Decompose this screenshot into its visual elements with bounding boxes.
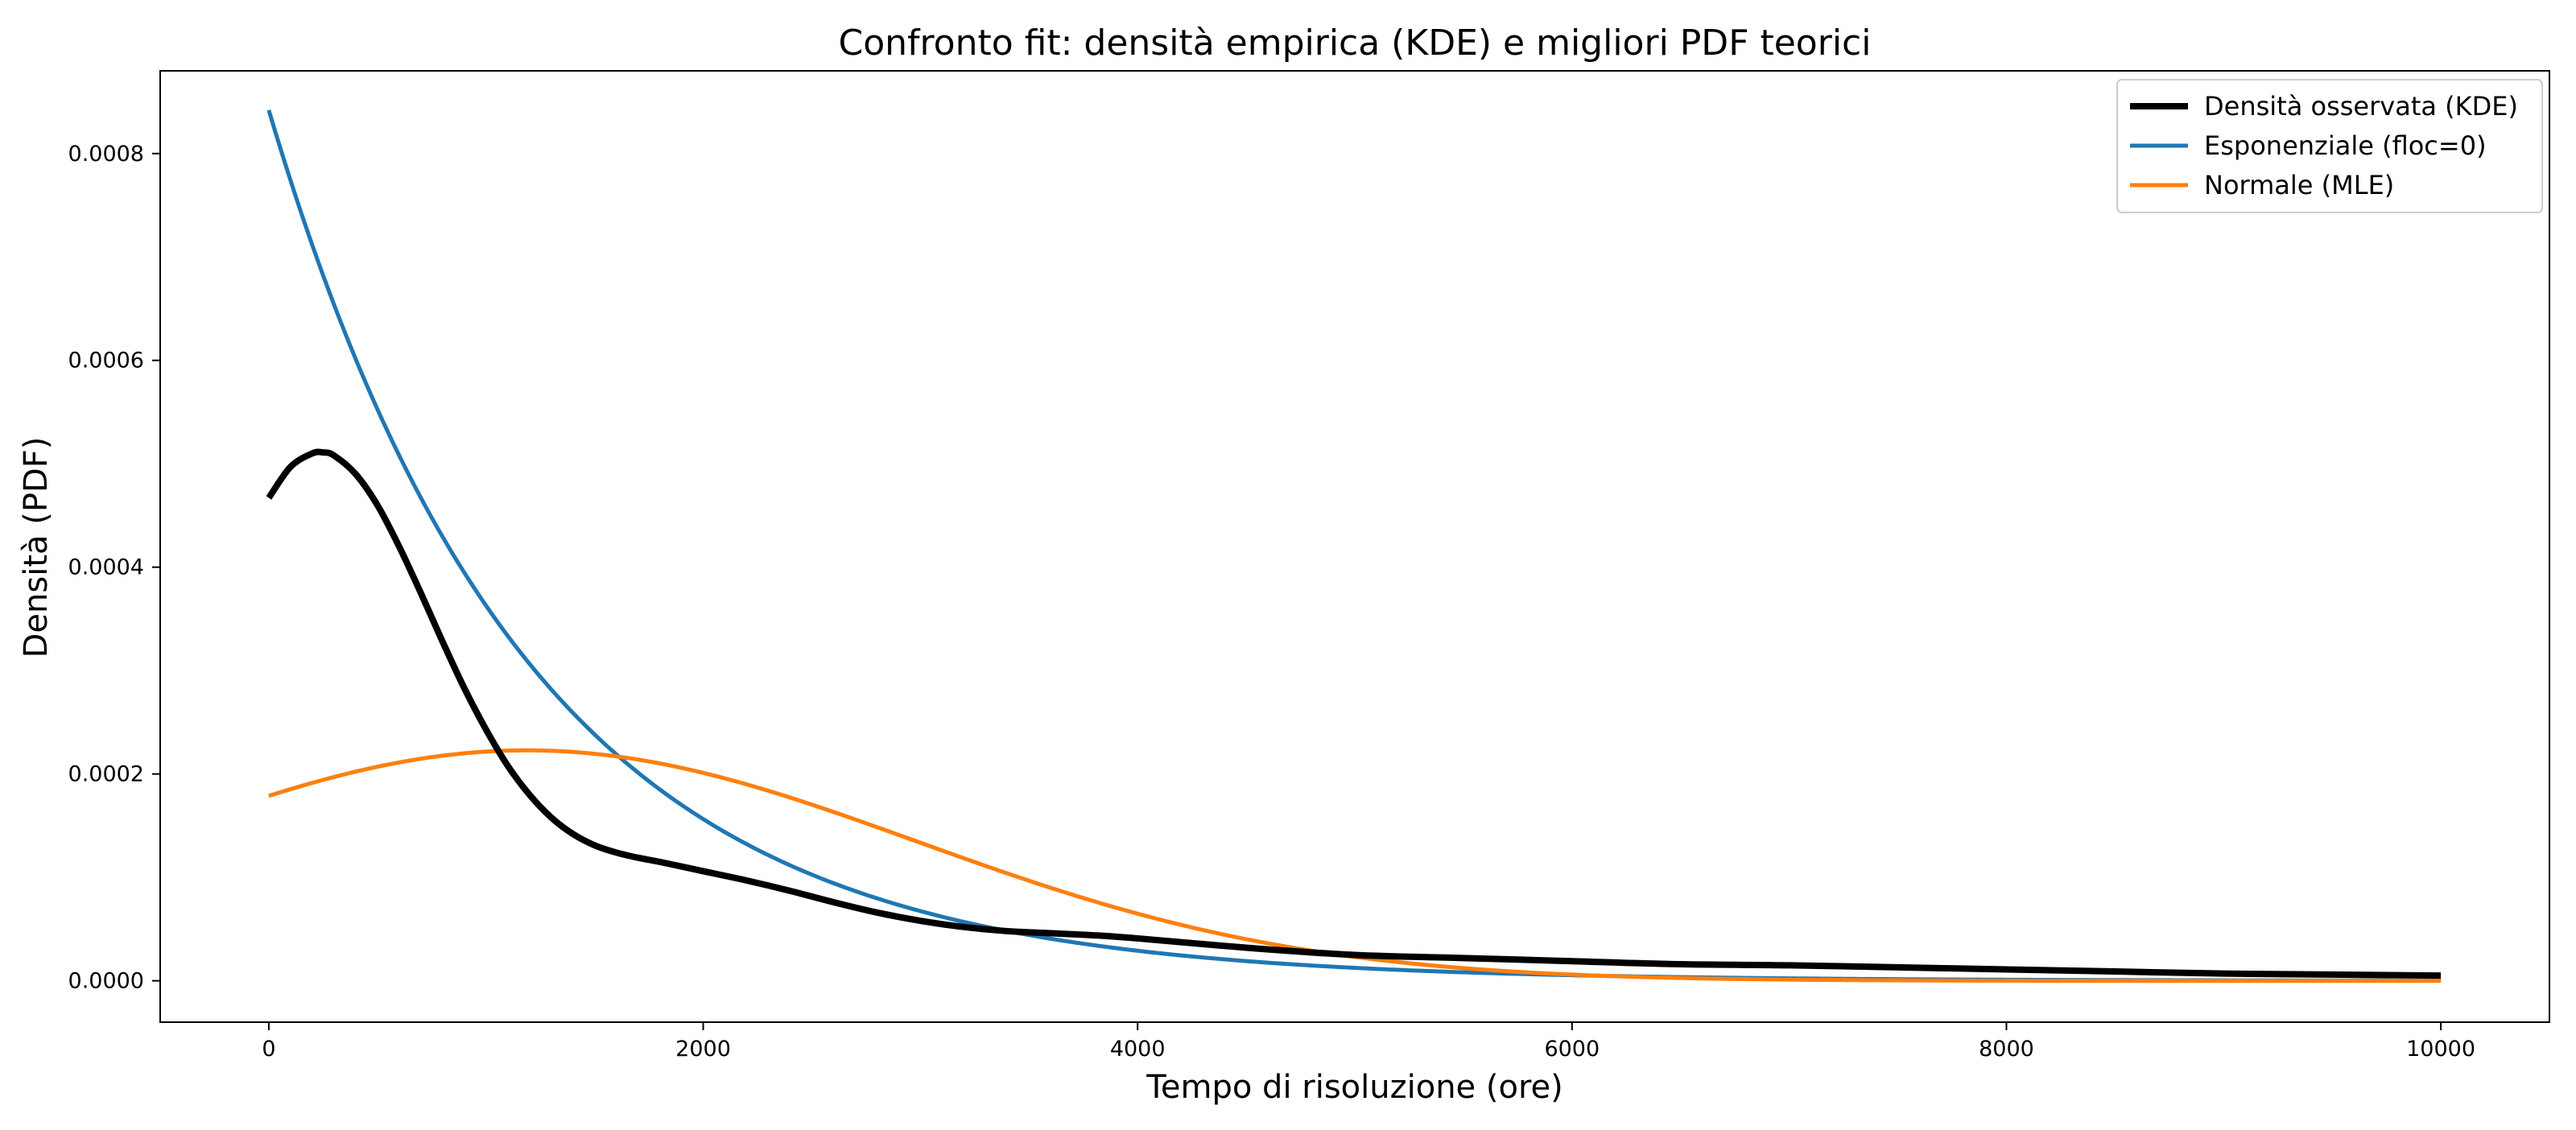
y-tick-label: 0.0006 xyxy=(68,348,144,373)
y-axis-label: Densità (PDF) xyxy=(18,437,55,658)
series-line-densita-osservata-kde xyxy=(266,448,2442,979)
legend-box xyxy=(2116,79,2543,213)
x-tick-label: 8000 xyxy=(1979,1037,2034,1062)
legend-label: Normale (MLE) xyxy=(2204,170,2394,200)
plot-frame xyxy=(159,70,2550,1023)
legend-item-densita-osservata-kde: Densità osservata (KDE) xyxy=(2130,91,2518,122)
series-line-esponenziale-floc-0 xyxy=(266,109,2442,983)
x-tick-label: 10000 xyxy=(2406,1037,2475,1062)
series-group xyxy=(266,109,2442,984)
x-tick-label: 0 xyxy=(262,1037,275,1062)
chart-title: Confronto fit: densità empirica (KDE) e … xyxy=(839,23,1872,64)
y-tick-label: 0.0004 xyxy=(68,555,144,580)
y-tick-label: 0.0008 xyxy=(68,142,144,167)
legend-item-normale-mle: Normale (MLE) xyxy=(2130,170,2394,200)
legend-item-esponenziale-floc-0: Esponenziale (floc=0) xyxy=(2130,130,2487,161)
axes: 0 2000 4000 6000 8000 10000 0.0000 0.0002 0.0004… xyxy=(68,70,2550,1062)
plot-area xyxy=(266,109,2442,984)
legend: Densità osservata (KDE) Esponenziale (flo… xyxy=(2116,79,2543,213)
legend-label: Densità osservata (KDE) xyxy=(2204,91,2518,122)
y-tick-label: 0.0002 xyxy=(68,762,144,787)
x-tick-label: 6000 xyxy=(1544,1037,1600,1062)
x-tick-label: 4000 xyxy=(1110,1037,1166,1062)
y-tick-label: 0.0000 xyxy=(68,969,144,994)
x-axis-label: Tempo di risoluzione (ore) xyxy=(1146,1069,1563,1106)
series-line-normale-mle xyxy=(268,748,2442,984)
x-tick-label: 2000 xyxy=(675,1037,731,1062)
legend-label: Esponenziale (floc=0) xyxy=(2204,130,2487,161)
